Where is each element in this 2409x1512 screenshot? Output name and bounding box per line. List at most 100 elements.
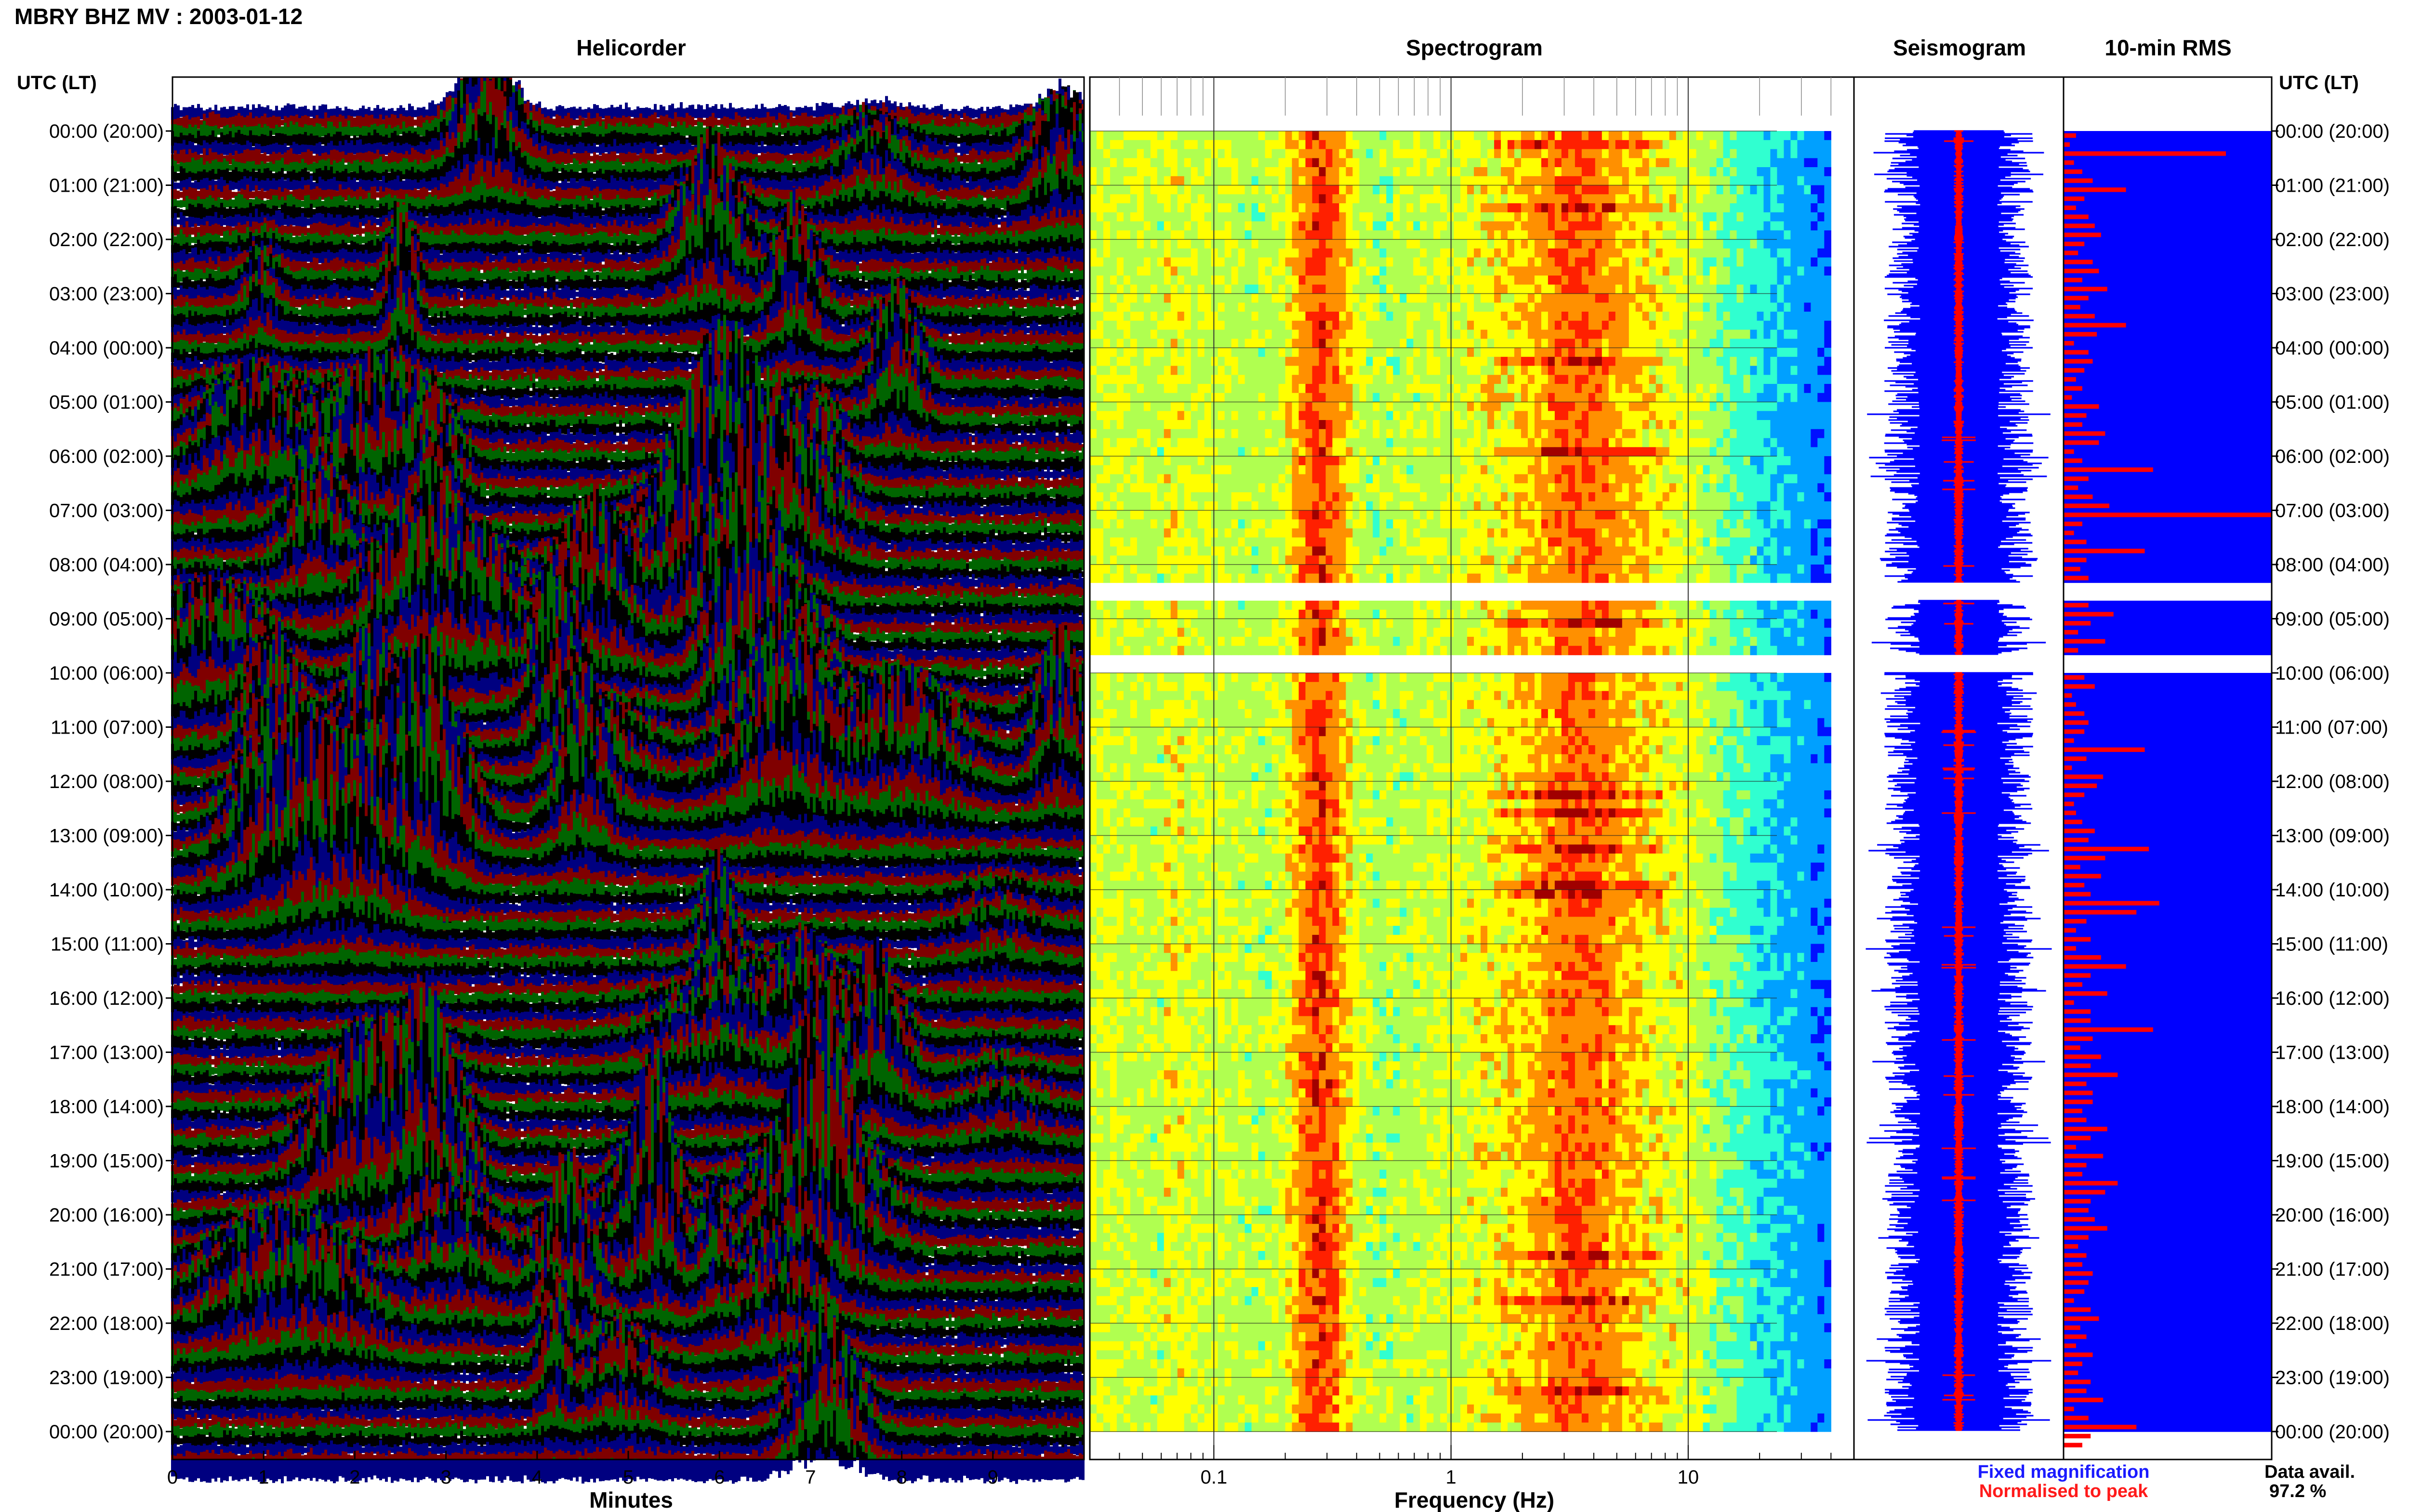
spectrogram-cell bbox=[1413, 375, 1420, 384]
spectrogram-cell bbox=[1581, 149, 1589, 158]
spectrogram-cell bbox=[1265, 312, 1272, 321]
spectrogram-cell bbox=[1494, 339, 1501, 348]
spectrogram-cell bbox=[1514, 384, 1522, 394]
spectrogram-cell bbox=[1224, 221, 1232, 231]
spectrogram-cell bbox=[1703, 131, 1710, 141]
spectrogram-cell bbox=[1224, 158, 1232, 168]
spectrogram-cell bbox=[1528, 348, 1535, 357]
spectrogram-cell bbox=[1251, 483, 1259, 493]
spectrogram-cell bbox=[1804, 176, 1811, 186]
spectrogram-cell bbox=[1662, 239, 1670, 249]
spectrogram-cell bbox=[1231, 194, 1239, 204]
spectrogram-cell bbox=[1332, 483, 1339, 493]
spectrogram-cell bbox=[1116, 519, 1124, 529]
spectrogram-cell bbox=[1312, 465, 1320, 475]
spectrogram-cell bbox=[1696, 339, 1704, 348]
spectrogram-cell bbox=[1508, 203, 1515, 213]
spectrogram-cell bbox=[1615, 402, 1623, 411]
spectrogram-cell bbox=[1379, 465, 1387, 475]
spectrogram-cell bbox=[1218, 312, 1225, 321]
spectrogram-cell bbox=[1581, 284, 1589, 294]
spectrogram-cell bbox=[1386, 348, 1393, 357]
spectrogram-cell bbox=[1211, 320, 1218, 330]
spectrogram-cell bbox=[1218, 411, 1225, 421]
spectrogram-cell bbox=[1494, 456, 1501, 466]
spectrogram-cell bbox=[1528, 320, 1535, 330]
spectrogram-cell bbox=[1548, 302, 1555, 312]
spectrogram-cell bbox=[1669, 384, 1677, 394]
spectrogram-cell bbox=[1170, 501, 1178, 511]
spectrogram-cell bbox=[1150, 194, 1158, 204]
spectrogram-cell bbox=[1474, 375, 1481, 384]
spectrogram-cell bbox=[1696, 447, 1704, 457]
spectrogram-cell bbox=[1258, 284, 1266, 294]
spectrogram-cell bbox=[1137, 312, 1144, 321]
spectrogram-cell bbox=[1474, 348, 1481, 357]
spectrogram-cell bbox=[1184, 501, 1191, 511]
spectrogram-cell bbox=[1325, 167, 1333, 177]
spectrogram-cell bbox=[1521, 519, 1528, 529]
spectrogram-cell bbox=[1595, 140, 1602, 150]
spectrogram-cell bbox=[1622, 320, 1629, 330]
spectrogram-cell bbox=[1184, 167, 1191, 177]
spectrogram-cell bbox=[1460, 501, 1468, 511]
spectrogram-cell bbox=[1784, 501, 1791, 511]
spectrogram-cell bbox=[1777, 248, 1784, 258]
spectrogram-cell bbox=[1359, 510, 1366, 520]
spectrogram-cell bbox=[1595, 339, 1602, 348]
spectrogram-cell bbox=[1298, 474, 1306, 484]
spectrogram-cell bbox=[1447, 239, 1454, 249]
spectrogram-cell bbox=[1400, 393, 1407, 403]
spectrogram-cell bbox=[1535, 465, 1542, 475]
spectrogram-cell bbox=[1251, 510, 1259, 520]
spectrogram-cell bbox=[1730, 375, 1737, 384]
spectrogram-cell bbox=[1103, 185, 1111, 195]
spectrogram-cell bbox=[1143, 203, 1151, 213]
spectrogram-cell bbox=[1723, 140, 1731, 150]
spectrogram-cell bbox=[1757, 257, 1764, 267]
spectrogram-cell bbox=[1501, 185, 1508, 195]
spectrogram-cell bbox=[1736, 393, 1744, 403]
spectrogram-cell bbox=[1271, 167, 1279, 177]
spectrogram-cell bbox=[1501, 356, 1508, 367]
spectrogram-cell bbox=[1440, 131, 1447, 141]
spectrogram-cell bbox=[1258, 203, 1266, 213]
spectrogram-cell bbox=[1628, 465, 1636, 475]
spectrogram-cell bbox=[1481, 429, 1488, 439]
spectrogram-cell bbox=[1602, 221, 1609, 231]
spectrogram-cell bbox=[1359, 212, 1366, 222]
spectrogram-cell bbox=[1298, 402, 1306, 411]
spectrogram-cell bbox=[1635, 131, 1643, 141]
spectrogram-cell bbox=[1682, 131, 1690, 141]
spectrogram-cell bbox=[1615, 140, 1623, 150]
spectrogram-cell bbox=[1696, 384, 1704, 394]
spectrogram-cell bbox=[1575, 194, 1582, 204]
spectrogram-cell bbox=[1103, 257, 1111, 267]
spectrogram-cell bbox=[1150, 456, 1158, 466]
spectrogram-cell bbox=[1508, 276, 1515, 285]
spectrogram-cell bbox=[1824, 276, 1831, 285]
spectrogram-cell bbox=[1265, 411, 1272, 421]
spectrogram-cell bbox=[1379, 510, 1387, 520]
spectrogram-cell bbox=[1238, 339, 1245, 348]
spectrogram-cell bbox=[1824, 501, 1831, 511]
spectrogram-cell bbox=[1170, 131, 1178, 141]
spectrogram-cell bbox=[1682, 176, 1690, 186]
spectrogram-cell bbox=[1090, 402, 1097, 411]
spectrogram-cell bbox=[1588, 276, 1596, 285]
spectrogram-cell bbox=[1568, 384, 1575, 394]
spectrogram-cell bbox=[1238, 257, 1245, 267]
spectrogram-cell bbox=[1373, 203, 1380, 213]
spectrogram-cell bbox=[1137, 239, 1144, 249]
spectrogram-cell bbox=[1811, 356, 1818, 367]
spectrogram-cell bbox=[1157, 167, 1165, 177]
spectrogram-cell bbox=[1541, 411, 1549, 421]
spectrogram-cell bbox=[1440, 320, 1447, 330]
spectrogram-cell bbox=[1271, 465, 1279, 475]
spectrogram-cell bbox=[1285, 483, 1293, 493]
spectrogram-cell bbox=[1784, 393, 1791, 403]
spectrogram-cell bbox=[1386, 176, 1393, 186]
spectrogram-cell bbox=[1305, 212, 1313, 222]
spectrogram-cell bbox=[1554, 266, 1562, 276]
spectrogram-cell bbox=[1790, 429, 1798, 439]
